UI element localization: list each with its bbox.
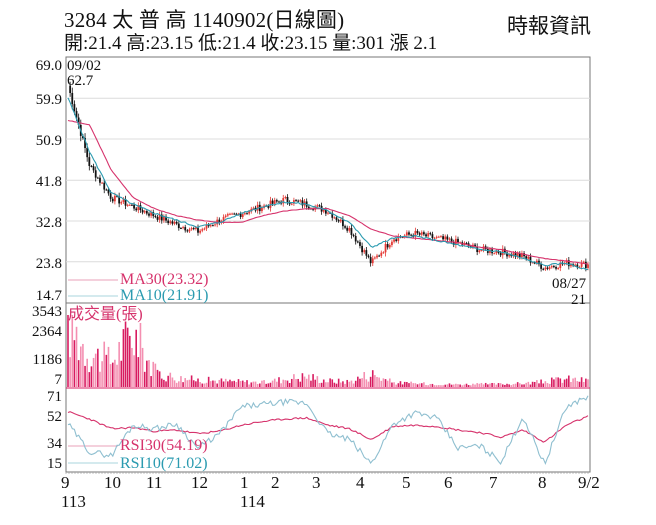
chart-frame bbox=[65, 56, 591, 473]
x-month-label: 1 bbox=[240, 473, 249, 492]
ma10-line bbox=[67, 97, 589, 271]
rsi-tick: 52 bbox=[47, 409, 62, 425]
x-month-label: 5 bbox=[402, 473, 411, 492]
x-month-label: 10 bbox=[104, 473, 121, 492]
x-year-label: 114 bbox=[240, 492, 265, 511]
rsi-tick: 15 bbox=[47, 456, 62, 472]
ohlc-summary: 開:21.4 高:23.15 低:21.4 收:23.15 量:301 漲 2.… bbox=[64, 33, 438, 54]
x-month-label: 6 bbox=[444, 473, 453, 492]
ma30-legend: MA30(23.32) bbox=[120, 271, 209, 288]
x-month-label: 11 bbox=[146, 473, 163, 492]
volume-title: 成交量(張) bbox=[68, 306, 143, 323]
volume-tick: 7 bbox=[54, 372, 63, 388]
x-year-label: 113 bbox=[61, 492, 86, 511]
price-gridlines bbox=[66, 97, 590, 263]
x-month-label: 3 bbox=[312, 473, 321, 492]
price-tick: 23.8 bbox=[35, 256, 62, 272]
low-value-label: 21 bbox=[571, 292, 586, 308]
price-tick: 32.8 bbox=[35, 215, 62, 231]
x-axis-ticks bbox=[65, 472, 589, 474]
high-value-label: 62.7 bbox=[67, 73, 94, 89]
chart-title: 3284 太 普 高 1140902(日線圖) bbox=[64, 8, 345, 32]
price-tick: 41.8 bbox=[35, 174, 62, 190]
x-month-label: 9 bbox=[61, 473, 70, 492]
x-month-label: 2 bbox=[271, 473, 280, 492]
volume-tick: 1186 bbox=[32, 352, 62, 368]
volume-tick: 2364 bbox=[32, 324, 62, 340]
rsi10-legend: RSI10(71.02) bbox=[120, 455, 208, 472]
rsi30-line bbox=[67, 411, 589, 443]
price-tick: 69.0 bbox=[35, 58, 62, 74]
legend-swatches bbox=[68, 279, 118, 464]
ma30-line bbox=[67, 119, 589, 265]
rsi10-line bbox=[67, 395, 589, 466]
ma10-legend: MA10(21.91) bbox=[120, 287, 209, 304]
rsi-tick: 34 bbox=[47, 436, 62, 452]
x-month-label: 4 bbox=[356, 473, 365, 492]
volume-tick: 3543 bbox=[32, 304, 62, 320]
candlesticks bbox=[69, 81, 589, 272]
volume-bars bbox=[67, 315, 589, 387]
rsi30-legend: RSI30(54.19) bbox=[120, 437, 208, 454]
price-tick: 14.7 bbox=[35, 288, 62, 304]
x-month-label: 8 bbox=[538, 473, 547, 492]
price-tick: 50.9 bbox=[35, 133, 62, 149]
x-month-label: 7 bbox=[489, 473, 498, 492]
price-tick: 59.9 bbox=[35, 92, 62, 108]
low-date-label: 08/27 bbox=[552, 276, 587, 292]
brand-label: 時報資訊 bbox=[507, 14, 591, 38]
x-month-label: 9/2 bbox=[578, 473, 600, 492]
x-month-label: 12 bbox=[191, 473, 208, 492]
rsi-tick: 71 bbox=[47, 389, 62, 405]
high-date-label: 09/02 bbox=[67, 58, 102, 74]
